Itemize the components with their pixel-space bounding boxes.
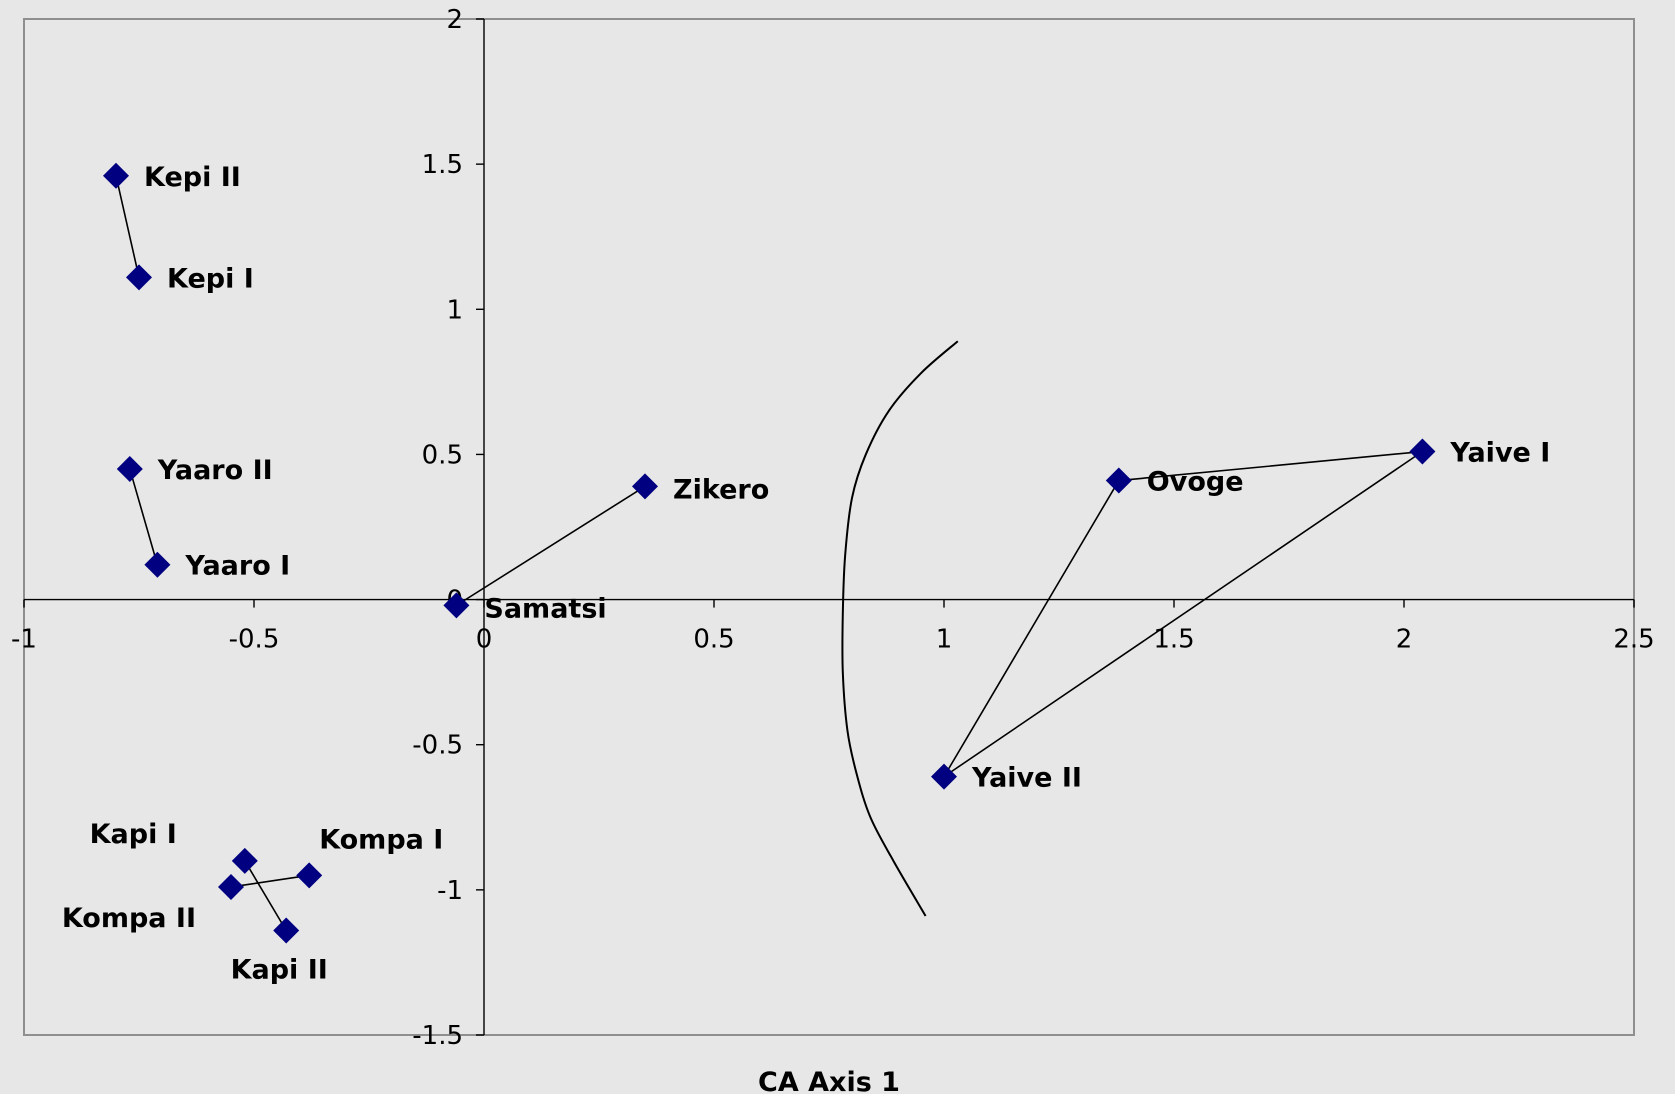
- point-label-zikero: Zikero: [673, 474, 769, 505]
- point-marker-yaaro-i: [144, 551, 171, 578]
- point-label-yaaro-i: Yaaro I: [184, 551, 290, 582]
- y-tick-label: -1: [437, 876, 463, 906]
- point-label-yaive-ii: Yaive II: [971, 763, 1082, 794]
- point-label-yaaro-ii: Yaaro II: [157, 455, 273, 486]
- point-label-ovoge: Ovoge: [1147, 467, 1244, 498]
- plot-area: [23, 18, 1635, 1036]
- point-marker-ovoge: [1105, 467, 1132, 494]
- x-tick-label: 1.5: [1153, 625, 1194, 655]
- connection-line: [1118, 450, 1423, 482]
- y-tick-label: 1.5: [422, 150, 463, 180]
- point-label-kompa-ii: Kompa II: [62, 903, 196, 934]
- point-marker-yaaro-ii: [116, 455, 143, 482]
- point-label-kapi-i: Kapi I: [90, 819, 177, 850]
- connection-line: [943, 450, 1423, 778]
- x-tick-label: -1: [11, 625, 37, 655]
- point-marker-kapi-i: [231, 847, 258, 874]
- y-tick-label: -0.5: [412, 731, 463, 761]
- x-axis-title: CA Axis 1: [758, 1067, 900, 1094]
- point-label-kapi-ii: Kapi II: [231, 954, 328, 985]
- point-marker-yaive-ii: [931, 763, 957, 790]
- x-tick-label: 0.5: [693, 625, 734, 655]
- point-marker-yaive-i: [1409, 438, 1436, 465]
- point-label-yaive-i: Yaive I: [1449, 438, 1550, 469]
- point-marker-zikero: [632, 473, 658, 500]
- point-label-samatsi: Samatsi: [484, 593, 606, 624]
- point-label-kepi-i: Kepi I: [167, 263, 254, 294]
- divider-curve: [841, 340, 959, 917]
- axes: -1-0.500.511.522.521.510.50-0.5-1-1.5: [11, 5, 1655, 1051]
- x-tick-label: -0.5: [229, 625, 280, 655]
- connection-line: [455, 485, 646, 607]
- connection-line: [230, 874, 310, 888]
- connection-line: [244, 860, 287, 931]
- connection-lines: [115, 175, 1423, 931]
- x-tick-label: 1: [936, 625, 953, 655]
- y-tick-label: 2: [446, 5, 463, 35]
- y-tick-label: -1.5: [412, 1021, 463, 1051]
- x-tick-label: 2: [1396, 625, 1413, 655]
- point-marker-kepi-i: [126, 264, 152, 291]
- point-label-kepi-ii: Kepi II: [144, 162, 241, 193]
- y-tick-label: 1: [446, 295, 463, 325]
- point-label-kompa-i: Kompa I: [319, 824, 443, 855]
- x-tick-label: 2.5: [1613, 625, 1654, 655]
- point-marker-kapi-ii: [273, 917, 300, 944]
- point-marker-kompa-ii: [218, 873, 244, 900]
- y-tick-label: 0.5: [422, 440, 463, 470]
- connection-line: [943, 480, 1120, 778]
- connection-line: [129, 468, 159, 565]
- point-marker-kompa-i: [296, 862, 323, 889]
- point-labels: Kepi II Kepi I Yaaro II Yaaro I Samatsi Ziker…: [62, 162, 1550, 986]
- connection-line: [115, 175, 140, 278]
- point-marker-samatsi: [443, 592, 470, 619]
- data-points: [103, 162, 1436, 944]
- point-marker-kepi-ii: [103, 162, 129, 189]
- x-tick-label: 0: [476, 625, 493, 655]
- divider-curve-layer: [841, 340, 959, 917]
